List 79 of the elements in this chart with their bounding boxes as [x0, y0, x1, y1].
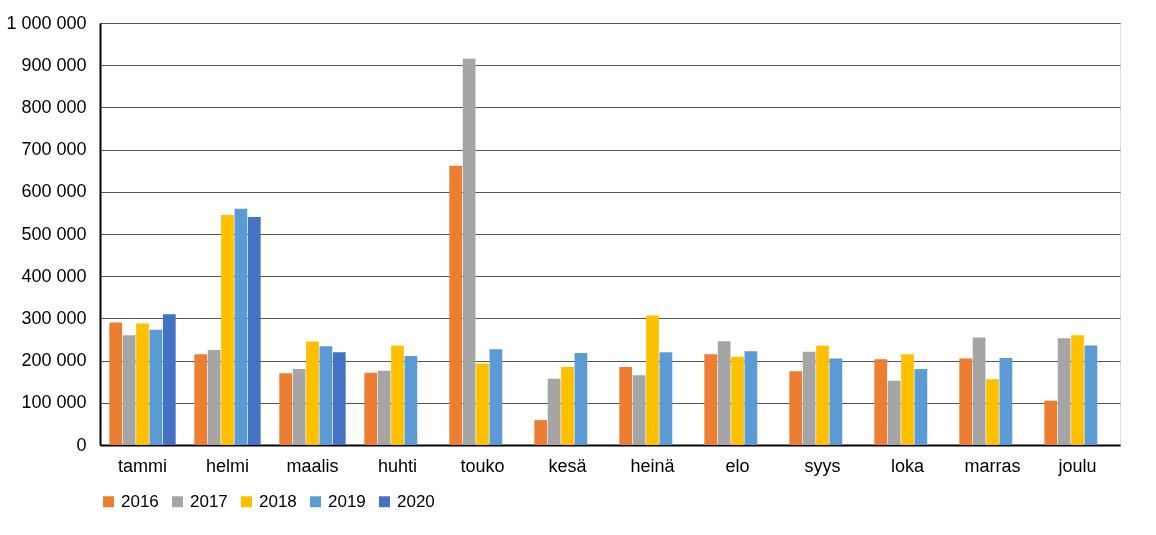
y-tick-label: 100 000	[21, 392, 87, 413]
bar	[574, 353, 588, 445]
bar	[959, 358, 973, 445]
bar	[332, 352, 346, 445]
bar	[802, 351, 816, 445]
x-tick-label: marras	[964, 455, 1021, 476]
bar	[1044, 400, 1058, 445]
bar	[887, 380, 901, 445]
bar	[247, 217, 261, 445]
bar	[1084, 345, 1098, 445]
bar	[829, 358, 843, 445]
bar	[744, 351, 758, 445]
x-tick-label: touko	[460, 455, 505, 476]
bar	[547, 378, 561, 445]
bar	[221, 215, 234, 445]
bar	[789, 371, 803, 445]
bar	[561, 366, 574, 445]
bar	[162, 314, 176, 445]
bar	[194, 354, 208, 445]
bar	[306, 341, 319, 445]
x-tick-label: joulu	[1057, 455, 1097, 476]
x-tick-label: loka	[890, 455, 925, 476]
bar	[619, 366, 633, 445]
bar	[646, 315, 659, 445]
bar	[1057, 338, 1071, 445]
bar	[632, 375, 646, 445]
legend-label: 2018	[259, 491, 297, 511]
bar	[972, 337, 986, 445]
bar	[149, 329, 163, 445]
bar	[731, 356, 744, 445]
y-tick-label: 600 000	[21, 181, 87, 202]
bar	[292, 369, 306, 445]
bar	[364, 372, 378, 445]
bar	[122, 335, 136, 445]
bar	[914, 369, 928, 445]
y-tick-label: 500 000	[21, 223, 87, 244]
bar	[704, 354, 718, 445]
x-tick-label: maalis	[286, 455, 339, 476]
bar	[234, 208, 248, 445]
y-tick-label: 200 000	[21, 350, 87, 371]
bar	[207, 350, 221, 445]
y-tick-label: 400 000	[21, 265, 87, 286]
bar	[999, 358, 1013, 445]
bar	[109, 322, 123, 445]
x-tick-label: helmi	[205, 455, 250, 476]
y-tick-label: 0	[76, 434, 87, 455]
bar	[901, 354, 914, 445]
y-tick-label: 800 000	[21, 96, 87, 117]
x-tick-label: heinä	[630, 455, 676, 476]
y-tick-label: 700 000	[21, 139, 87, 160]
bar	[476, 363, 489, 445]
bar	[986, 379, 999, 445]
x-tick-label: kesä	[548, 455, 588, 476]
bar	[391, 345, 404, 445]
bar	[489, 349, 503, 445]
bar	[717, 341, 731, 445]
bar	[377, 370, 391, 445]
bar	[449, 165, 463, 445]
legend-label: 2017	[190, 491, 228, 511]
x-tick-label: elo	[725, 455, 750, 476]
bar	[136, 323, 149, 445]
x-tick-label: huhti	[377, 455, 418, 476]
bar	[659, 352, 673, 445]
y-tick-label: 300 000	[21, 307, 87, 328]
bar	[534, 420, 548, 445]
bar	[279, 373, 293, 445]
bar	[816, 345, 829, 445]
bar	[874, 359, 888, 445]
legend-label: 2016	[121, 491, 159, 511]
y-tick-label: 1 000 000	[6, 12, 87, 33]
legend-label: 2019	[328, 491, 366, 511]
bar	[1071, 335, 1084, 445]
y-tick-label: 900 000	[21, 54, 87, 75]
bar	[404, 355, 418, 445]
x-tick-label: tammi	[118, 455, 167, 476]
bar	[462, 58, 476, 445]
x-tick-label: syys	[804, 455, 841, 476]
bar	[319, 346, 333, 445]
legend-label: 2020	[397, 491, 435, 511]
